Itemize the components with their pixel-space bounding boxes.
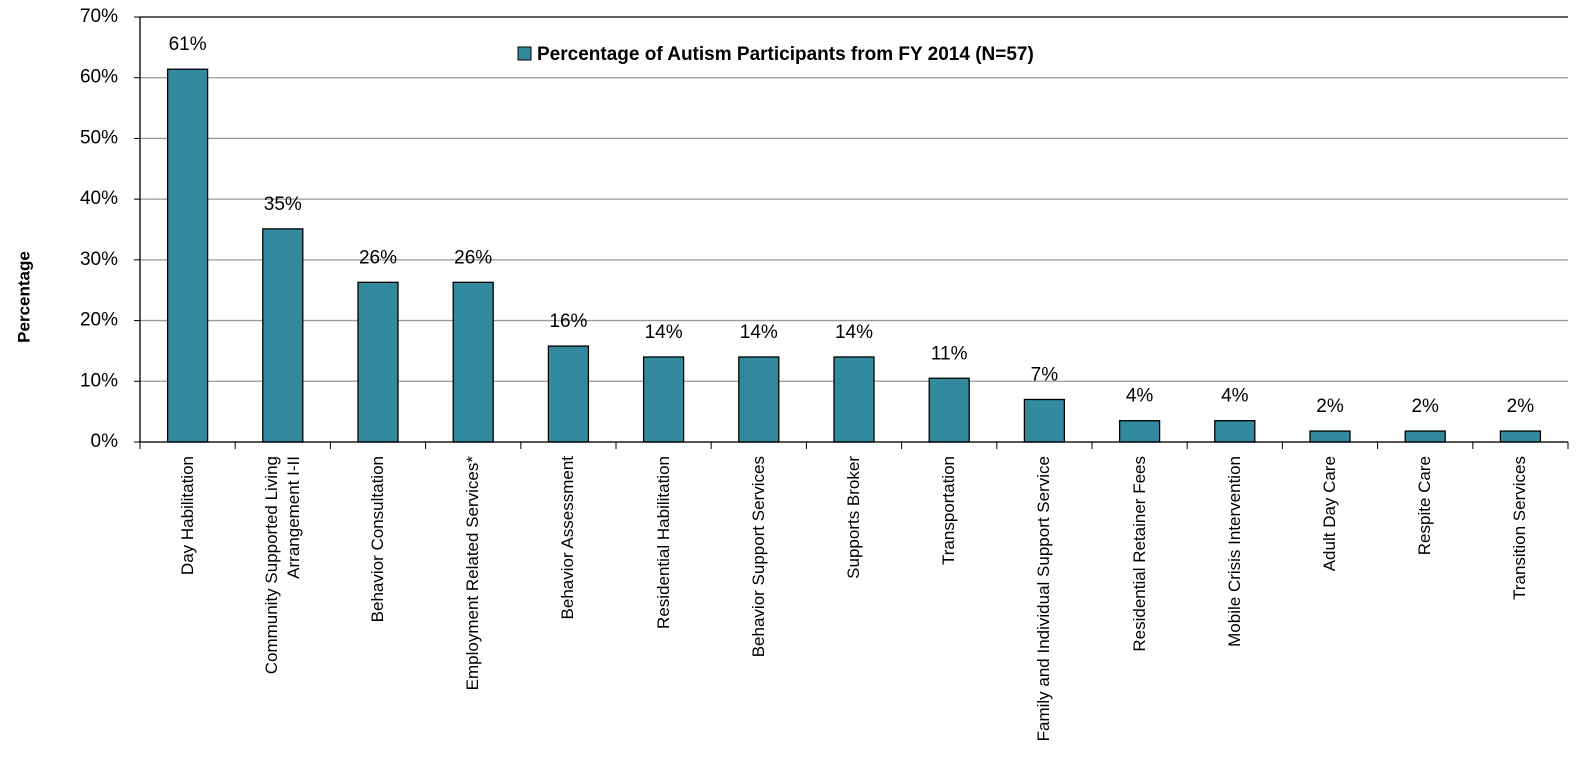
data-label: 26% — [454, 247, 492, 268]
x-tick-label: Behavior Consultation — [368, 456, 387, 623]
y-tick-label: 50% — [80, 127, 118, 148]
data-label: 2% — [1507, 396, 1535, 417]
y-tick-label: 70% — [80, 6, 118, 27]
data-label: 4% — [1221, 386, 1249, 407]
bar — [738, 356, 780, 443]
x-tick-label: Behavior Support Services — [748, 456, 768, 658]
bar — [547, 345, 590, 443]
y-tick-label: 40% — [80, 188, 118, 209]
x-tick-label: Residential Habilitation — [653, 456, 673, 629]
x-tick-label: Supports Broker — [844, 456, 863, 579]
data-label: 26% — [359, 247, 397, 268]
x-tick-label: Transportation — [939, 456, 959, 565]
bar — [642, 356, 685, 443]
data-label: 14% — [835, 322, 873, 343]
bar — [262, 228, 304, 443]
data-label: 2% — [1411, 396, 1439, 417]
data-label: 11% — [931, 343, 968, 364]
y-tick-label: 10% — [80, 370, 118, 391]
legend-swatch — [517, 46, 532, 61]
data-label: 16% — [549, 311, 587, 332]
bar — [357, 281, 399, 443]
data-label: 35% — [264, 194, 302, 215]
bar — [452, 281, 494, 443]
legend-label: Percentage of Autism Participants from F… — [537, 44, 1034, 65]
x-tick-label: Day Habilitation — [177, 456, 197, 576]
data-label: 61% — [169, 34, 207, 55]
data-label: 2% — [1316, 396, 1344, 417]
x-tick-label: Behavior Assessment — [558, 456, 578, 620]
x-tick-label: Transition Services — [1510, 456, 1530, 600]
x-tick-label: Adult Day Care — [1320, 456, 1339, 572]
y-tick-label: 30% — [80, 249, 118, 270]
bar — [1404, 430, 1446, 443]
x-tick-label: Community Supported Living Arrangement I… — [261, 456, 303, 675]
data-label: 14% — [740, 322, 778, 343]
x-tick-label: Employment Related Services* — [463, 456, 483, 691]
y-tick-label: 60% — [80, 67, 118, 88]
data-label: 7% — [1031, 365, 1059, 386]
bar — [1118, 420, 1161, 443]
x-tick-label: Residential Retainer Fees — [1129, 456, 1149, 652]
bar — [833, 356, 875, 443]
y-axis-title: Percentage — [14, 251, 33, 343]
bar — [1214, 420, 1256, 443]
data-label: 4% — [1126, 386, 1154, 407]
bar — [928, 377, 970, 443]
bar — [166, 68, 209, 443]
x-tick-label: Mobile Crisis Intervention — [1224, 456, 1244, 647]
bar — [1023, 398, 1066, 443]
x-tick-label: Respite Care — [1415, 456, 1435, 556]
bar — [1499, 430, 1542, 443]
data-label: 14% — [645, 322, 683, 343]
y-tick-label: 0% — [91, 431, 119, 452]
bar — [1309, 430, 1351, 443]
y-tick-label: 20% — [80, 310, 118, 331]
x-tick-label: Family and Individual Support Service — [1034, 456, 1054, 742]
